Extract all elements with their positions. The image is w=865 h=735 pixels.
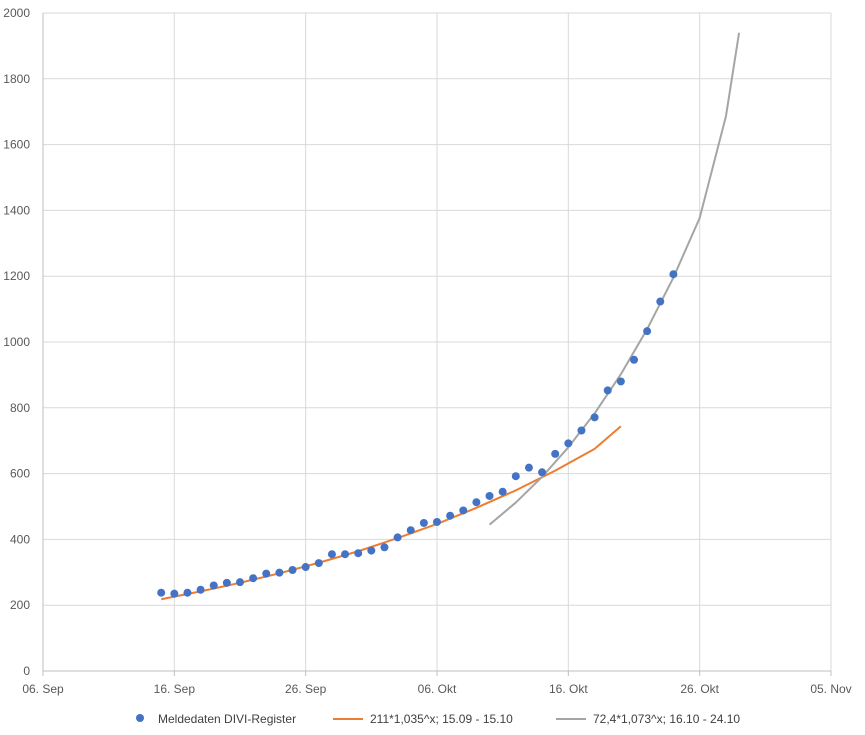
data-point [236,578,244,587]
data-point [249,574,258,583]
data-point [524,463,533,472]
x-tick-label: 05. Nov [810,682,851,696]
x-tick-label: 06. Sep [22,682,64,696]
data-points [157,270,678,598]
data-point [551,449,560,458]
data-point [222,578,231,587]
y-tick-label: 1000 [3,335,30,349]
data-point [538,468,547,477]
y-tick-label: 400 [10,532,30,546]
y-tick-label: 1800 [3,72,30,86]
data-point [262,569,271,578]
y-tick-label: 600 [10,467,30,481]
legend-label: 211*1,035^x; 15.09 - 15.10 [370,712,513,726]
y-tick-label: 1400 [3,203,30,217]
data-point [630,355,638,364]
data-point [643,327,652,336]
data-point [433,517,441,526]
y-tick-label: 0 [23,664,30,678]
data-point [459,506,468,515]
data-point [419,518,428,527]
data-point [301,563,310,572]
data-point [498,487,507,496]
data-point [354,549,363,558]
data-point [446,511,455,520]
data-point [564,439,573,448]
data-point [209,581,218,590]
data-point [577,426,586,435]
y-tick-label: 2000 [3,6,30,20]
legend-label: 72,4*1,073^x; 16.10 - 24.10 [593,712,740,726]
data-point [170,589,179,598]
y-tick-label: 1600 [3,138,30,152]
data-point [511,472,520,481]
data-point [327,550,336,559]
data-point [406,526,415,535]
y-axis-ticks: 0 200 400 600 800 1000 1200 1400 1600 1800 2000 [3,6,30,678]
data-point [196,585,205,594]
data-point [275,568,284,577]
data-point [341,550,350,559]
legend-swatch-marker [136,714,144,722]
y-tick-label: 800 [10,401,30,415]
data-point [485,491,494,500]
y-tick-label: 200 [10,598,30,612]
data-point [656,297,665,306]
data-point [603,386,612,395]
data-point [616,377,625,386]
x-tick-label: 26. Okt [680,682,719,696]
legend-label: Meldedaten DIVI-Register [158,712,296,726]
data-point [288,565,297,574]
x-tick-label: 16. Sep [154,682,196,696]
data-point [472,498,481,507]
data-point [314,559,323,568]
data-point [183,588,192,597]
y-tick-label: 1200 [3,269,30,283]
data-point [380,543,389,552]
x-tick-label: 26. Sep [285,682,327,696]
data-point [367,546,376,555]
gridlines [43,12,832,671]
x-tick-label: 06. Okt [418,682,457,696]
data-point [393,533,402,542]
data-point [669,270,678,279]
data-point [157,588,166,597]
trend-line-2 [488,32,741,526]
legend: Meldedaten DIVI-Register 211*1,035^x; 15.… [136,712,740,726]
x-axis-ticks: 06. Sep 16. Sep 26. Sep 06. Okt 16. Okt 26. O… [22,671,852,696]
data-point [590,413,599,422]
x-tick-label: 16. Okt [549,682,588,696]
